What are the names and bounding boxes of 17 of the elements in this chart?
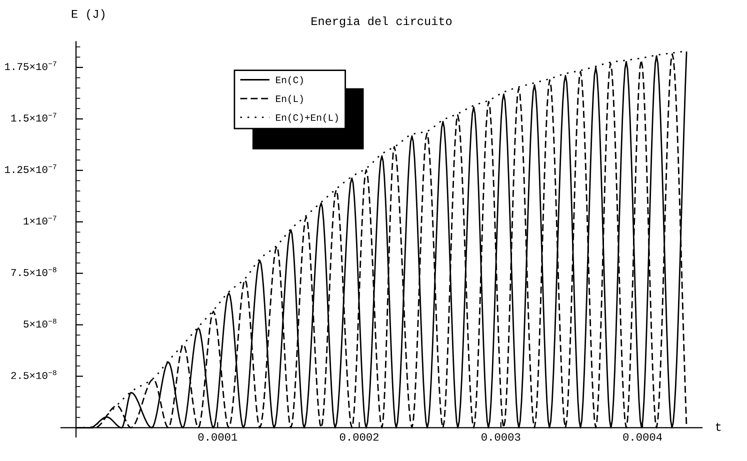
y-tick-label: 7.5×10$^{−8}$ xyxy=(11,267,56,276)
y-axis-title: E (J) xyxy=(72,9,104,20)
x-tick-label: 0.0002 xyxy=(340,433,378,441)
legend-label: En(C)+En(L) xyxy=(276,114,338,123)
legend-label: En(C) xyxy=(276,76,303,86)
y-tick-label: 1.25×10$^{−7}$ xyxy=(4,164,56,174)
x-axis-title: t xyxy=(716,422,721,431)
y-tick-label: 2.5×10$^{−8}$ xyxy=(11,370,56,380)
y-tick-label: 1.5×10$^{−7}$ xyxy=(11,112,56,122)
x-tick-label: 0.0001 xyxy=(198,433,238,441)
chart-title: Energia del circuito xyxy=(312,16,452,28)
x-tick-label: 0.0003 xyxy=(482,433,520,441)
y-tick-label: 5×10$^{−8}$ xyxy=(24,318,56,328)
y-tick-label: 1×10$^{−7}$ xyxy=(24,216,56,225)
y-tick-label: 1.75×10$^{−7}$ xyxy=(4,61,56,70)
legend-label: En(L) xyxy=(276,94,303,104)
x-tick-label: 0.0004 xyxy=(623,433,662,441)
